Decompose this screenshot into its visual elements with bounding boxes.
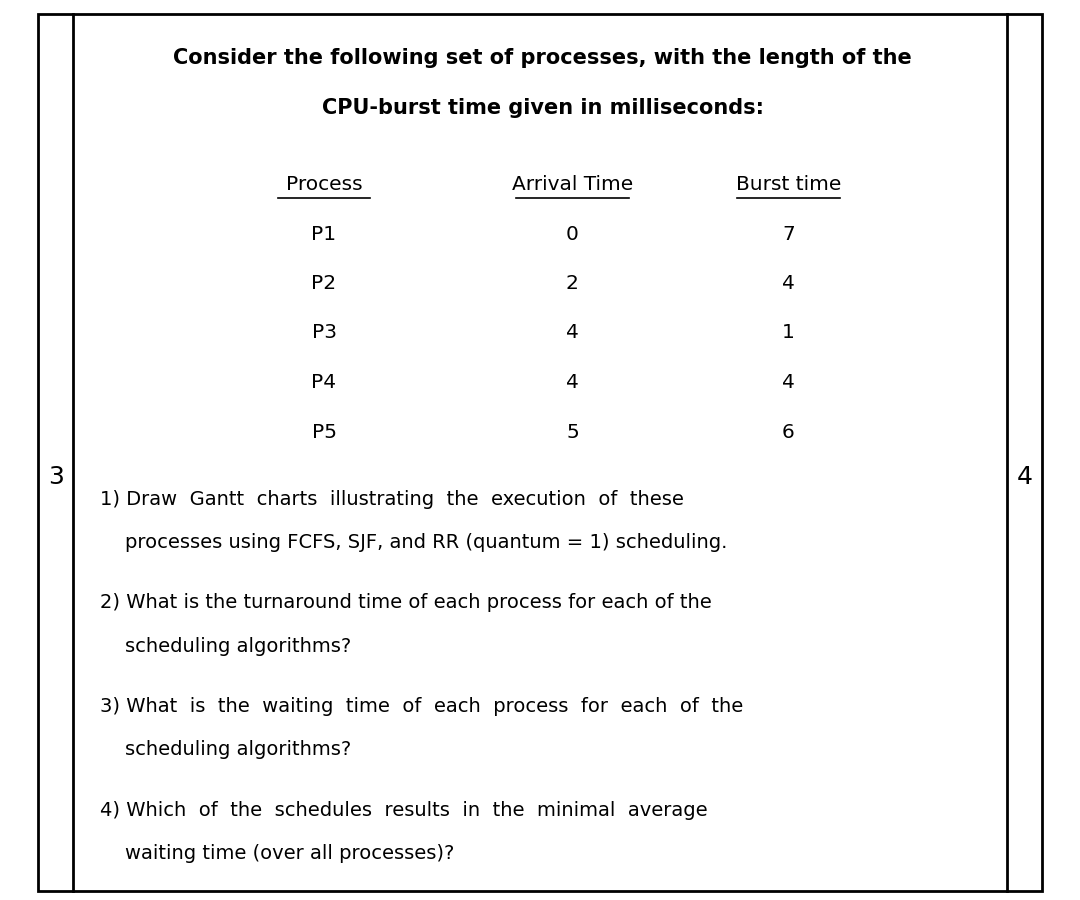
Text: 4: 4 [566, 373, 579, 392]
Text: 2: 2 [566, 274, 579, 293]
Text: 1) Draw  Gantt  charts  illustrating  the  execution  of  these: 1) Draw Gantt charts illustrating the ex… [100, 490, 685, 509]
Text: 3: 3 [48, 465, 64, 489]
Text: processes using FCFS, SJF, and RR (quantum = 1) scheduling.: processes using FCFS, SJF, and RR (quant… [100, 533, 728, 553]
Text: 6: 6 [782, 422, 795, 442]
Text: Burst time: Burst time [735, 175, 841, 194]
Text: 4: 4 [1016, 465, 1032, 489]
Text: Process: Process [286, 175, 362, 194]
Text: P2: P2 [311, 274, 337, 293]
Text: 4: 4 [782, 373, 795, 392]
Text: 7: 7 [782, 224, 795, 244]
Text: scheduling algorithms?: scheduling algorithms? [100, 636, 352, 656]
Text: 3) What  is  the  waiting  time  of  each  process  for  each  of  the: 3) What is the waiting time of each proc… [100, 697, 744, 716]
Text: P4: P4 [311, 373, 337, 392]
Text: P5: P5 [311, 422, 337, 442]
Text: waiting time (over all processes)?: waiting time (over all processes)? [100, 843, 455, 863]
Text: scheduling algorithms?: scheduling algorithms? [100, 740, 352, 760]
Text: 4: 4 [782, 274, 795, 293]
Text: P3: P3 [311, 323, 337, 343]
Text: 1: 1 [782, 323, 795, 343]
Text: Arrival Time: Arrival Time [512, 175, 633, 194]
Text: 0: 0 [566, 224, 579, 244]
Text: 4: 4 [566, 323, 579, 343]
Text: 4) Which  of  the  schedules  results  in  the  minimal  average: 4) Which of the schedules results in the… [100, 800, 708, 820]
Text: P1: P1 [311, 224, 337, 244]
Text: Consider the following set of processes, with the length of the: Consider the following set of processes,… [173, 49, 913, 68]
Text: 5: 5 [566, 422, 579, 442]
Text: CPU-burst time given in milliseconds:: CPU-burst time given in milliseconds: [322, 98, 764, 118]
Text: 2) What is the turnaround time of each process for each of the: 2) What is the turnaround time of each p… [100, 593, 712, 613]
